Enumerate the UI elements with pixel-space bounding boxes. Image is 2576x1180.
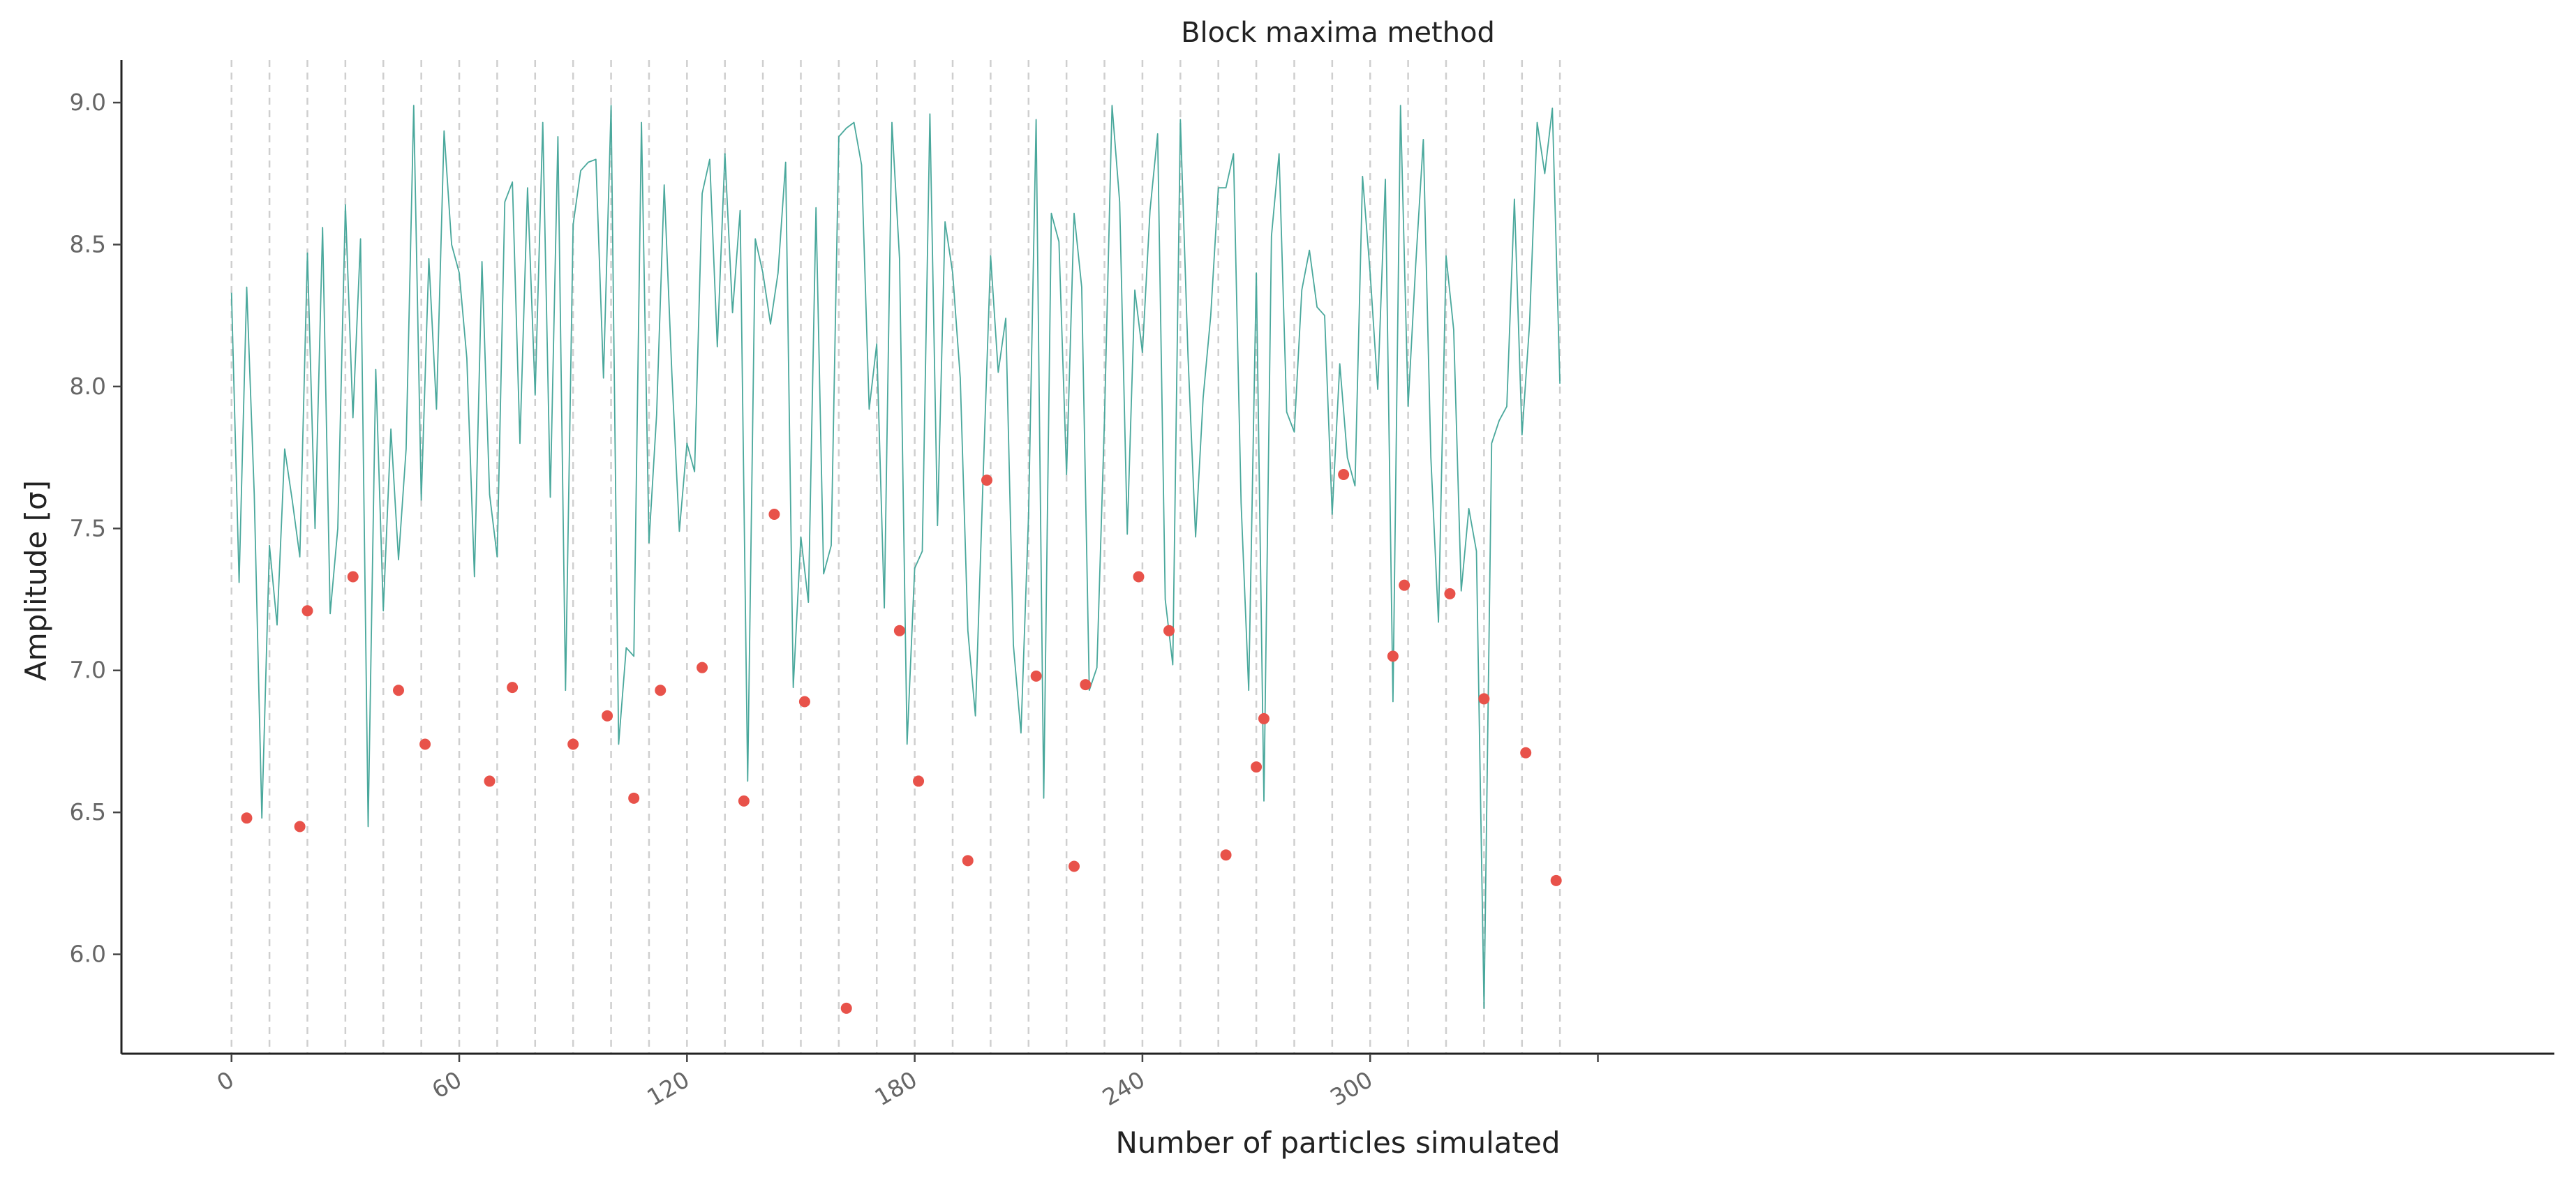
block-maximum-point bbox=[1163, 625, 1175, 636]
block-maximum-point bbox=[1069, 860, 1080, 872]
amplitude-line bbox=[230, 105, 1561, 1009]
block-maximum-point bbox=[981, 475, 992, 486]
block-maximum-point bbox=[1258, 712, 1270, 724]
block-maximum-point bbox=[913, 775, 925, 787]
x-tick-label: 180 bbox=[870, 1066, 922, 1111]
x-tick-label: 120 bbox=[642, 1066, 694, 1111]
block-maximum-point bbox=[347, 571, 359, 583]
block-maximum-point bbox=[1444, 588, 1456, 599]
block-maximum-point bbox=[1080, 679, 1092, 691]
block-boundary-lines bbox=[230, 60, 1561, 1054]
block-maxima-series bbox=[241, 469, 1562, 1014]
chart-title: Block maxima method bbox=[1181, 17, 1495, 49]
block-maximum-point bbox=[798, 696, 810, 708]
y-ticks: 6.0 6.5 7.0 7.5 8.0 8.5 9.0 bbox=[70, 89, 121, 968]
y-axis-label: Amplitude [σ] bbox=[19, 480, 53, 681]
block-maximum-point bbox=[393, 685, 405, 696]
block-maximum-point bbox=[697, 662, 708, 673]
block-maximum-point bbox=[1520, 747, 1532, 759]
block-maximum-point bbox=[294, 821, 306, 832]
block-maximum-point bbox=[738, 795, 750, 807]
block-maximum-point bbox=[962, 855, 974, 867]
x-tick-label: 0 bbox=[212, 1066, 239, 1096]
x-ticks: 0 60 120 180 240 300 bbox=[212, 1054, 1599, 1111]
y-tick-label: 6.0 bbox=[70, 941, 106, 968]
block-maximum-point bbox=[655, 685, 667, 696]
block-maximum-point bbox=[1220, 849, 1232, 861]
amplitude-series bbox=[230, 105, 1561, 1009]
y-tick-label: 8.0 bbox=[70, 373, 106, 400]
block-maximum-point bbox=[1133, 571, 1145, 583]
block-maximum-point bbox=[768, 508, 780, 520]
y-tick-label: 7.5 bbox=[70, 514, 106, 542]
block-maximum-point bbox=[1387, 650, 1399, 662]
block-maximum-point bbox=[1550, 874, 1562, 886]
block-maximum-point bbox=[628, 792, 640, 804]
x-tick-label: 300 bbox=[1325, 1066, 1377, 1111]
block-maximum-point bbox=[1030, 670, 1042, 682]
block-maximum-point bbox=[1251, 761, 1263, 773]
x-tick-label: 60 bbox=[427, 1066, 466, 1104]
block-maximum-point bbox=[301, 605, 313, 617]
block-maximum-point bbox=[1399, 579, 1410, 591]
x-axis-label: Number of particles simulated bbox=[1116, 1126, 1561, 1160]
block-maximum-point bbox=[602, 710, 613, 722]
block-maximum-point bbox=[567, 738, 579, 750]
y-tick-label: 8.5 bbox=[70, 230, 106, 257]
block-maximum-point bbox=[1338, 469, 1350, 481]
block-maximum-point bbox=[893, 625, 905, 636]
y-tick-label: 7.0 bbox=[70, 657, 106, 684]
block-maximum-point bbox=[1478, 693, 1490, 705]
block-maximum-point bbox=[840, 1002, 852, 1014]
block-maximum-point bbox=[484, 775, 496, 787]
x-tick-label: 240 bbox=[1098, 1066, 1149, 1111]
block-maximum-point bbox=[241, 812, 253, 824]
y-tick-label: 9.0 bbox=[70, 89, 106, 116]
block-maximum-point bbox=[419, 738, 431, 750]
block-maximum-point bbox=[507, 682, 519, 694]
y-tick-label: 6.5 bbox=[70, 798, 106, 826]
